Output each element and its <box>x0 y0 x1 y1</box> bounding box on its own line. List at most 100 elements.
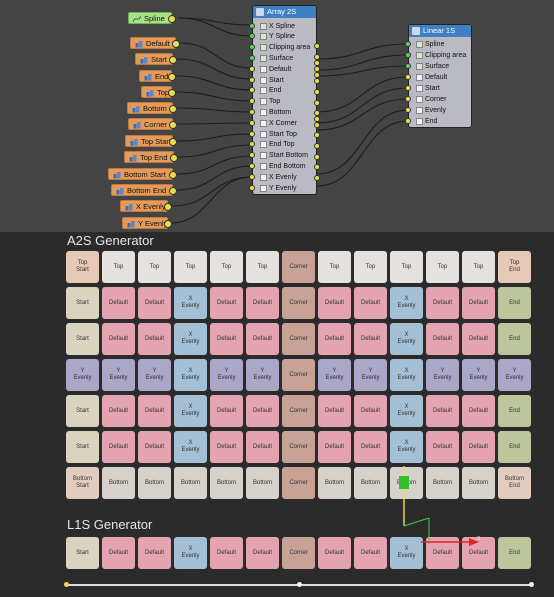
timeline-mid-key[interactable] <box>297 582 302 587</box>
array-port-clipping-area[interactable]: Clipping area <box>249 42 316 53</box>
param-node-spline[interactable]: Spline <box>128 12 176 24</box>
param-output-pin[interactable] <box>168 89 176 97</box>
output-pin[interactable] <box>314 54 320 60</box>
param-node-top[interactable]: Top <box>141 86 176 98</box>
output-pin[interactable] <box>314 164 320 170</box>
linear-port-evenly[interactable]: Evenly <box>405 105 471 116</box>
param-output-pin[interactable] <box>169 187 177 195</box>
param-output-pin[interactable] <box>168 15 176 23</box>
input-pin[interactable] <box>249 108 255 115</box>
output-pin[interactable] <box>314 175 320 181</box>
array-port-start-bottom[interactable]: Start Bottom <box>249 150 316 161</box>
output-pin[interactable] <box>314 122 320 128</box>
output-pin[interactable] <box>314 132 320 138</box>
input-pin[interactable] <box>249 119 255 126</box>
output-pin[interactable] <box>314 143 320 149</box>
linear-port-spline[interactable]: Spline <box>405 39 471 50</box>
transform-gizmo[interactable]: x <box>395 462 495 552</box>
input-pin[interactable] <box>249 65 255 72</box>
timeline-end-key[interactable] <box>529 582 534 587</box>
array-2s-node[interactable]: Array 2S X Spline Y Spline Clipping area Su… <box>249 5 320 195</box>
input-pin[interactable] <box>405 63 411 69</box>
input-pin[interactable] <box>249 98 255 105</box>
param-output-pin[interactable] <box>164 220 172 228</box>
input-pin[interactable] <box>249 152 255 159</box>
linear-port-end[interactable]: End <box>405 116 471 127</box>
input-pin[interactable] <box>405 85 411 91</box>
param-output-pin[interactable] <box>169 171 177 179</box>
input-pin[interactable] <box>249 184 255 191</box>
param-node-top-start[interactable]: Top Start <box>125 135 177 147</box>
node-editor[interactable]: Spline Default Start End Top Bottom Corner Top … <box>0 0 554 232</box>
array-port-default[interactable]: Default <box>249 64 316 75</box>
input-pin[interactable] <box>249 22 255 29</box>
array-port-bottom[interactable]: Bottom <box>249 107 316 118</box>
param-node-bottom-end[interactable]: Bottom End <box>111 184 177 196</box>
input-pin[interactable] <box>249 76 255 83</box>
array-port-end-bottom[interactable]: End Bottom <box>249 161 316 172</box>
param-node-y-evenly[interactable]: Y Evenly <box>122 217 172 229</box>
input-pin[interactable] <box>249 173 255 180</box>
input-pin[interactable] <box>249 44 255 51</box>
array-2s-header[interactable]: Array 2S <box>253 6 316 18</box>
linear-1s-node[interactable]: Linear 1S Spline Clipping area Surface Defa… <box>405 24 472 128</box>
param-output-pin[interactable] <box>169 138 177 146</box>
output-pin[interactable] <box>314 154 320 160</box>
output-pin[interactable] <box>314 89 320 95</box>
linear-port-corner[interactable]: Corner <box>405 94 471 105</box>
param-node-default[interactable]: Default <box>130 37 180 49</box>
input-pin[interactable] <box>249 141 255 148</box>
output-pin[interactable] <box>314 60 320 66</box>
input-pin[interactable] <box>405 41 411 47</box>
array-port-surface[interactable]: Surface <box>249 53 316 64</box>
param-node-bottom[interactable]: Bottom <box>127 102 177 114</box>
array-port-top[interactable]: Top <box>249 96 316 107</box>
param-output-pin[interactable] <box>164 203 172 211</box>
output-pin[interactable] <box>314 43 320 49</box>
linear-port-clipping-area[interactable]: Clipping area <box>405 50 471 61</box>
param-output-pin[interactable] <box>172 40 180 48</box>
array-port-start[interactable]: Start <box>249 75 316 86</box>
output-pin[interactable] <box>314 72 320 78</box>
input-pin[interactable] <box>249 130 255 137</box>
input-pin[interactable] <box>405 96 411 102</box>
linear-port-surface[interactable]: Surface <box>405 61 471 72</box>
input-pin[interactable] <box>405 74 411 80</box>
array-port-end[interactable]: End <box>249 85 316 96</box>
array-port-x-spline[interactable]: X Spline <box>249 21 316 32</box>
output-pin[interactable] <box>314 110 320 116</box>
timeline-start-key[interactable] <box>64 582 69 587</box>
param-node-x-evenly[interactable]: X Evenly <box>120 200 172 212</box>
input-pin[interactable] <box>405 107 411 113</box>
linear-1s-header[interactable]: Linear 1S <box>409 25 471 37</box>
param-output-pin[interactable] <box>169 105 177 113</box>
array-port-start-top[interactable]: Start Top <box>249 129 316 140</box>
input-pin[interactable] <box>249 87 255 94</box>
linear-port-default[interactable]: Default <box>405 72 471 83</box>
array-port-x-evenly[interactable]: X Evenly <box>249 172 316 183</box>
param-output-pin[interactable] <box>170 154 178 162</box>
input-pin[interactable] <box>405 118 411 124</box>
array-port-x-corner[interactable]: X Corner <box>249 118 316 129</box>
param-node-corner[interactable]: Corner <box>128 118 177 130</box>
output-pin[interactable] <box>314 66 320 72</box>
output-pin[interactable] <box>314 100 320 106</box>
input-pin[interactable] <box>249 33 255 40</box>
array-port-y-spline[interactable]: Y Spline <box>249 31 316 42</box>
input-pin[interactable] <box>405 52 411 58</box>
array-port-end-top[interactable]: End Top <box>249 139 316 150</box>
array-port-y-evenly[interactable]: Y Evenly <box>249 183 316 194</box>
output-pin[interactable] <box>314 78 320 84</box>
param-node-bottom-start[interactable]: Bottom Start <box>108 168 177 180</box>
input-pin[interactable] <box>249 54 255 61</box>
linear-port-start[interactable]: Start <box>405 83 471 94</box>
param-output-pin[interactable] <box>169 56 177 64</box>
input-pin[interactable] <box>249 162 255 169</box>
param-node-end[interactable]: End <box>139 70 176 82</box>
param-output-pin[interactable] <box>168 73 176 81</box>
param-node-start[interactable]: Start <box>135 53 177 65</box>
timeline-track[interactable] <box>64 582 534 587</box>
param-node-top-end[interactable]: Top End <box>124 151 178 163</box>
output-pin[interactable] <box>314 116 320 122</box>
param-output-pin[interactable] <box>169 121 177 129</box>
